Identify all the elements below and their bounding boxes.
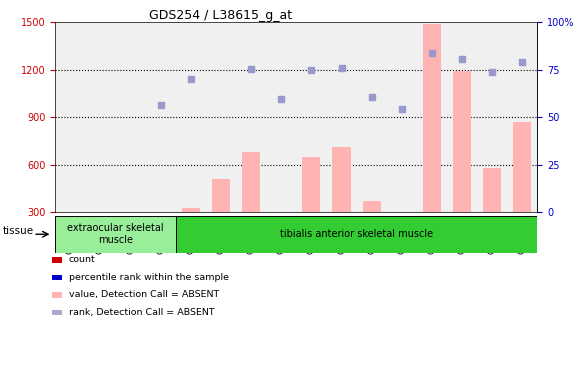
Text: tissue: tissue (3, 225, 34, 236)
Text: value, Detection Call = ABSENT: value, Detection Call = ABSENT (69, 291, 219, 299)
Bar (483, 168, 501, 212)
Text: count: count (69, 255, 95, 264)
Bar (182, 208, 200, 212)
Bar (393, 212, 411, 218)
Bar (363, 201, 381, 212)
Bar (453, 71, 471, 212)
Text: percentile rank within the sample: percentile rank within the sample (69, 273, 228, 282)
Bar (175, 216, 537, 253)
Text: GDS254 / L38615_g_at: GDS254 / L38615_g_at (149, 9, 292, 22)
Text: extraocular skeletal
muscle: extraocular skeletal muscle (67, 223, 164, 245)
Text: rank, Detection Call = ABSENT: rank, Detection Call = ABSENT (69, 308, 214, 317)
Text: tibialis anterior skeletal muscle: tibialis anterior skeletal muscle (280, 229, 433, 239)
Bar (212, 179, 230, 212)
Bar (514, 122, 532, 212)
Bar (272, 212, 290, 218)
Bar (302, 157, 321, 212)
Bar (423, 23, 441, 212)
Bar (242, 152, 260, 212)
Bar (332, 147, 350, 212)
Bar (55, 216, 175, 253)
